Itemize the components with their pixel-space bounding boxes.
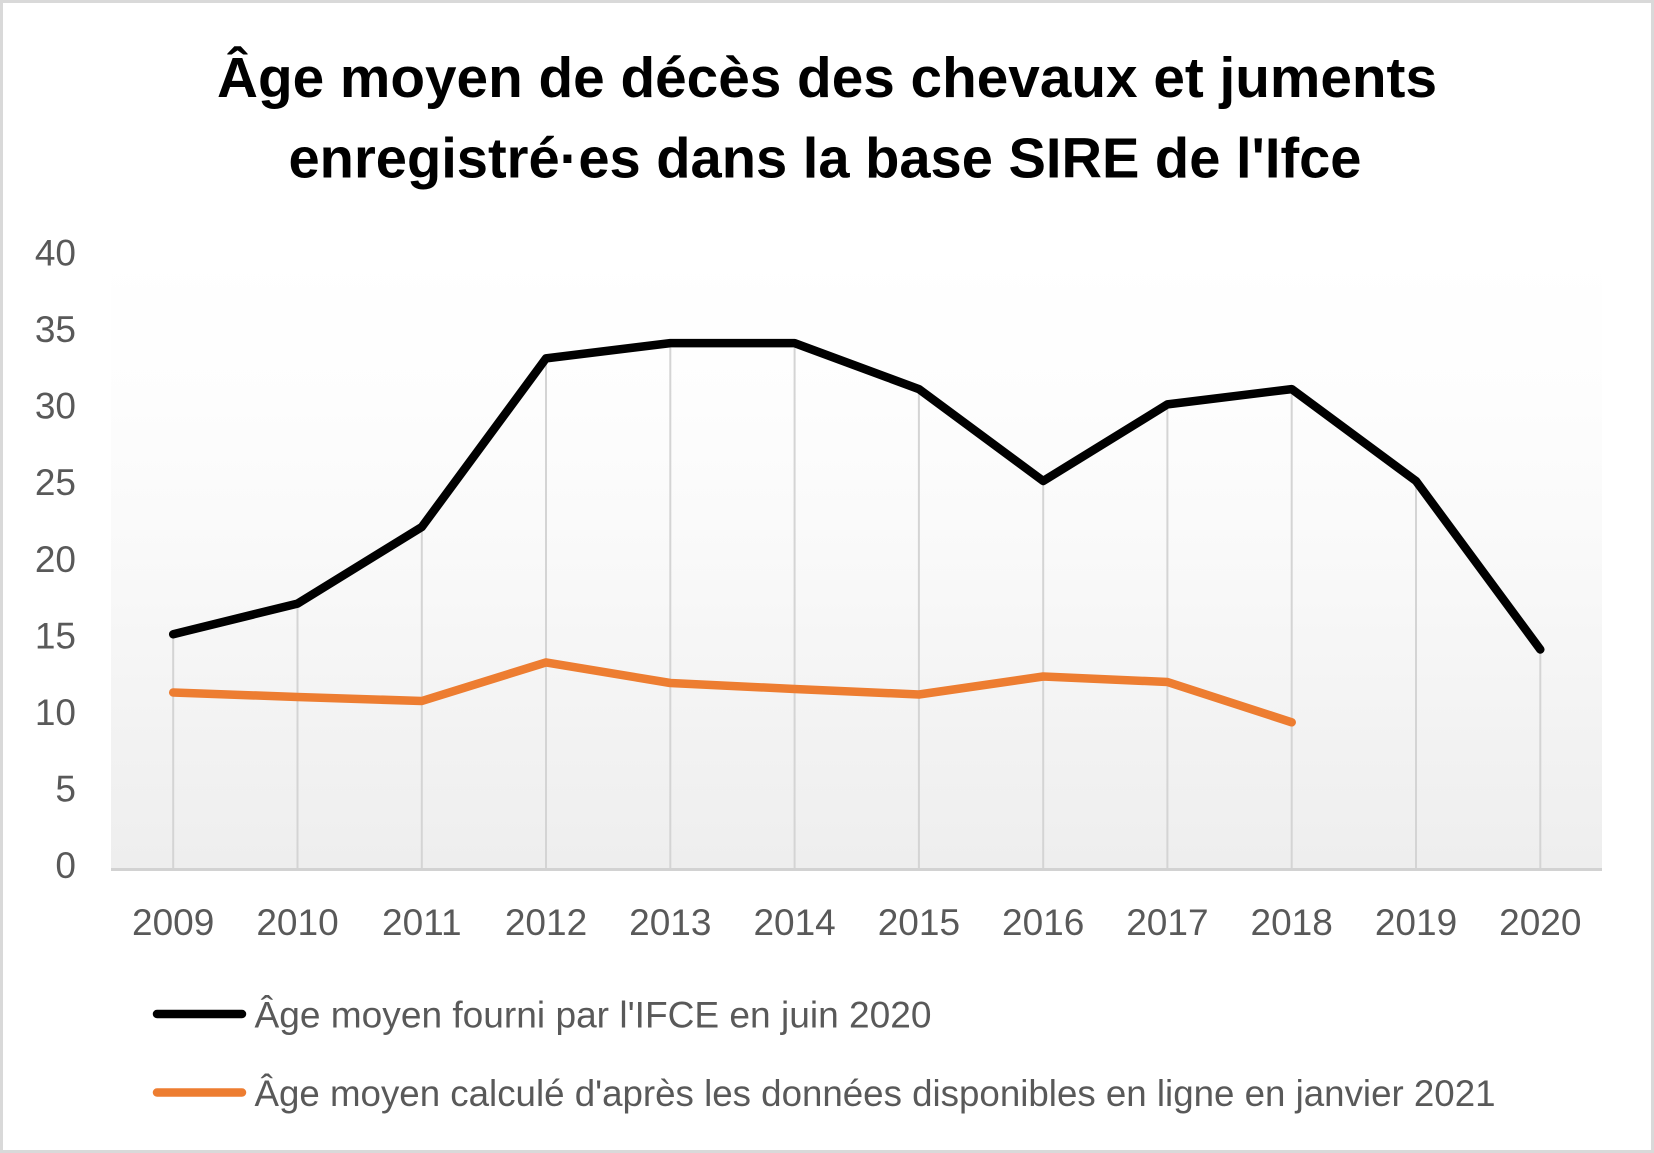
svg-text:Âge moyen fourni par l'IFCE en: Âge moyen fourni par l'IFCE en juin 2020 (255, 995, 932, 1036)
svg-text:40: 40 (35, 232, 76, 273)
svg-text:2010: 2010 (256, 902, 338, 943)
svg-text:2013: 2013 (629, 902, 711, 943)
svg-text:35: 35 (35, 309, 76, 350)
svg-text:Âge moyen calculé d'après les: Âge moyen calculé d'après les données di… (255, 1073, 1496, 1114)
svg-text:5: 5 (55, 769, 76, 810)
svg-text:Âge moyen de décès des chevaux: Âge moyen de décès des chevaux et jument… (217, 45, 1437, 110)
svg-text:2017: 2017 (1126, 902, 1208, 943)
svg-text:25: 25 (35, 462, 76, 503)
svg-text:2014: 2014 (753, 902, 835, 943)
svg-text:2009: 2009 (132, 902, 214, 943)
svg-text:0: 0 (55, 845, 76, 886)
svg-text:2016: 2016 (1002, 902, 1084, 943)
svg-text:2012: 2012 (505, 902, 587, 943)
svg-text:enregistré·es dans la base SIR: enregistré·es dans la base SIRE de l'Ifc… (289, 127, 1362, 191)
svg-text:2011: 2011 (382, 902, 462, 943)
svg-text:2015: 2015 (878, 902, 960, 943)
svg-text:10: 10 (35, 692, 76, 733)
svg-text:15: 15 (35, 615, 76, 656)
svg-text:2019: 2019 (1375, 902, 1457, 943)
svg-text:2018: 2018 (1251, 902, 1333, 943)
svg-text:20: 20 (35, 539, 76, 580)
svg-text:2020: 2020 (1499, 902, 1581, 943)
svg-text:30: 30 (35, 386, 76, 427)
